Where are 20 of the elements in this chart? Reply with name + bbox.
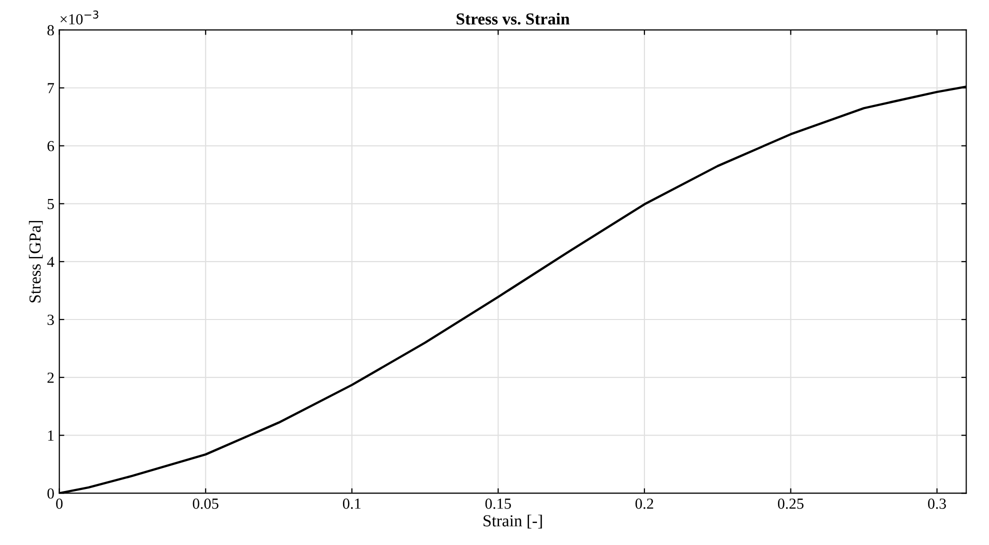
x-tick-label: 0.2 <box>635 498 654 509</box>
y-tick-label: 6 <box>47 140 54 152</box>
y-tick-label: 7 <box>48 83 54 94</box>
x-tick-label: 0.25 <box>778 498 804 509</box>
chart-title: Stress vs. Strain <box>456 12 570 25</box>
y-tick-label: 1 <box>48 430 54 441</box>
x-tick-label: 0 <box>56 498 63 509</box>
y-tick-label: 8 <box>47 25 54 36</box>
x-axis-title: Strain [-] <box>484 514 542 529</box>
y-tick-label: 3 <box>48 314 54 325</box>
y-axis-title: Stress [GPa] <box>28 220 43 302</box>
x-tick-label: 0.1 <box>342 498 361 509</box>
y-tick-label: 2 <box>48 372 54 383</box>
y-tick-label: 5 <box>48 198 54 210</box>
x-tick-label: 0.3 <box>928 498 946 509</box>
x-tick-label: 0.15 <box>485 498 511 509</box>
text: ×10$^{−3}$ <box>60 10 98 24</box>
y-tick-label: 4 <box>47 256 54 267</box>
x-tick-label: 0.05 <box>192 498 218 509</box>
y-tick-label: 0 <box>47 488 54 499</box>
